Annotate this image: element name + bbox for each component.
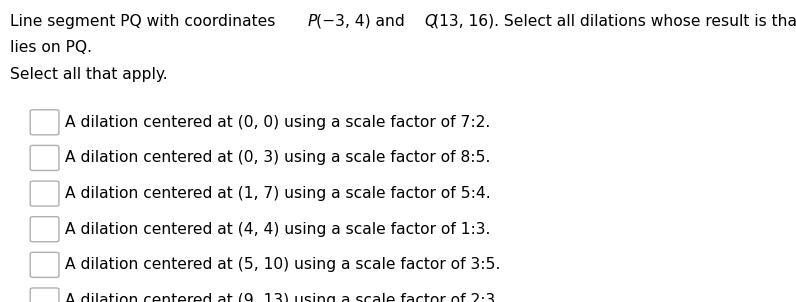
FancyBboxPatch shape bbox=[30, 288, 59, 302]
Text: A dilation centered at (1, 7) using a scale factor of 5:4.: A dilation centered at (1, 7) using a sc… bbox=[65, 186, 491, 201]
Text: P: P bbox=[307, 14, 317, 29]
Text: A dilation centered at (9, 13) using a scale factor of 2:3.: A dilation centered at (9, 13) using a s… bbox=[65, 293, 501, 302]
Text: lies on PQ.: lies on PQ. bbox=[10, 40, 92, 55]
Text: (13, 16). Select all dilations whose result is that P’Q’: (13, 16). Select all dilations whose res… bbox=[433, 14, 796, 29]
FancyBboxPatch shape bbox=[30, 217, 59, 242]
FancyBboxPatch shape bbox=[30, 252, 59, 277]
Text: A dilation centered at (4, 4) using a scale factor of 1:3.: A dilation centered at (4, 4) using a sc… bbox=[65, 222, 490, 237]
Text: (−3, 4) and: (−3, 4) and bbox=[316, 14, 410, 29]
Text: A dilation centered at (0, 3) using a scale factor of 8:5.: A dilation centered at (0, 3) using a sc… bbox=[65, 150, 490, 165]
Text: A dilation centered at (5, 10) using a scale factor of 3:5.: A dilation centered at (5, 10) using a s… bbox=[65, 257, 501, 272]
Text: A dilation centered at (0, 0) using a scale factor of 7:2.: A dilation centered at (0, 0) using a sc… bbox=[65, 115, 490, 130]
Text: Select all that apply.: Select all that apply. bbox=[10, 67, 167, 82]
FancyBboxPatch shape bbox=[30, 181, 59, 206]
Text: Q: Q bbox=[424, 14, 436, 29]
FancyBboxPatch shape bbox=[30, 146, 59, 170]
FancyBboxPatch shape bbox=[30, 110, 59, 135]
Text: Line segment PQ with coordinates: Line segment PQ with coordinates bbox=[10, 14, 280, 29]
